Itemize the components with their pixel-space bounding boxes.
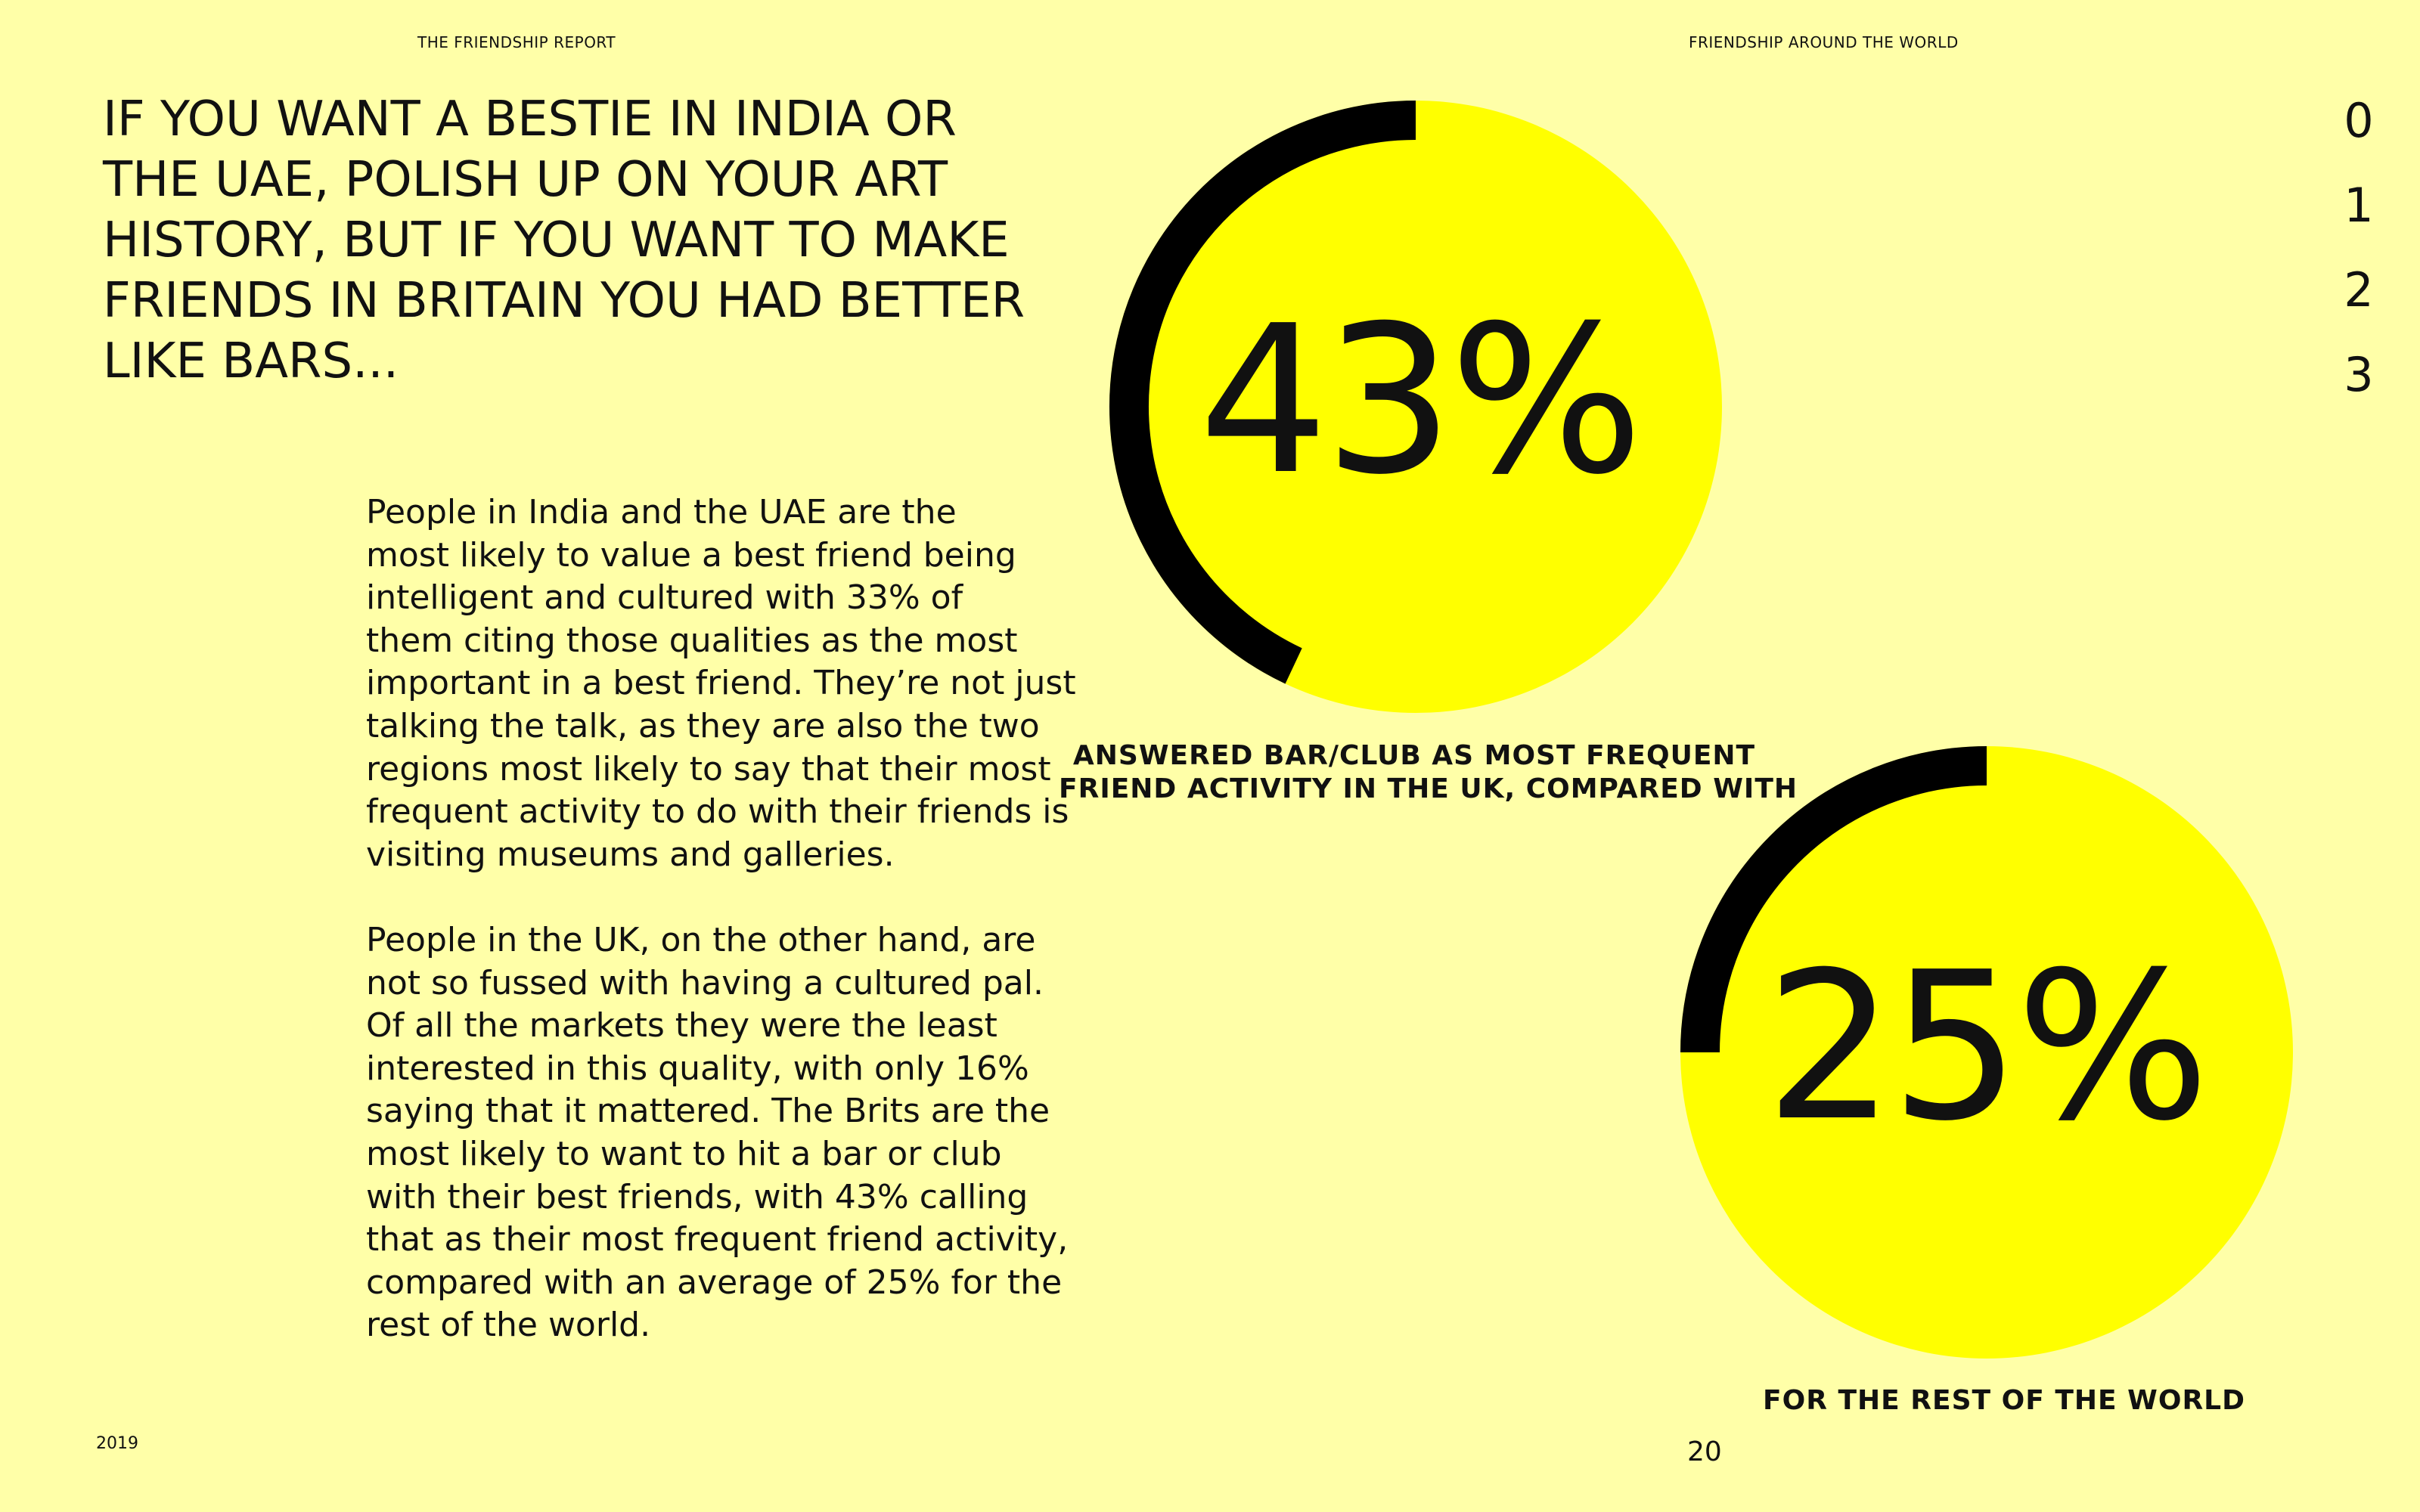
- body-line: talking the talk, as they are also the t…: [366, 706, 1040, 745]
- body-line: frequent activity to do with their frien…: [366, 792, 1069, 832]
- headline-line: FRIENDS IN BRITAIN YOU HAD BETTER: [103, 273, 1025, 329]
- body-copy: People in India and the UAE are the most…: [366, 491, 1076, 1347]
- report-title: THE FRIENDSHIP REPORT: [417, 33, 616, 51]
- chapter-nav-item-0[interactable]: 0: [2344, 93, 2374, 148]
- body-line: most likely to want to hit a bar or club: [366, 1134, 1002, 1173]
- body-line: that as their most frequent friend activ…: [366, 1220, 1069, 1259]
- headline-line: IF YOU WANT A BESTIE IN INDIA OR: [103, 91, 957, 147]
- body-line: compared with an average of 25% for the: [366, 1263, 1063, 1302]
- section-title: FRIENDSHIP AROUND THE WORLD: [1689, 33, 1959, 51]
- body-line: Of all the markets they were the least: [366, 1006, 997, 1046]
- caption-line: ANSWERED BAR/CLUB AS MOST FREQUENT: [1072, 740, 1756, 771]
- stat-caption-world: FOR THE REST OF THE WORLD: [1739, 1384, 2269, 1418]
- body-line: intelligent and cultured with 33% of: [366, 578, 963, 618]
- page-number: 20: [1687, 1436, 1722, 1467]
- stat-circle-world: [1680, 746, 2293, 1359]
- body-line: visiting museums and galleries.: [366, 835, 895, 874]
- chapter-nav-item-1[interactable]: 1: [2344, 178, 2374, 233]
- stat-caption-uk: ANSWERED BAR/CLUB AS MOST FREQUENT FRIEN…: [1059, 739, 1798, 806]
- body-line: rest of the world.: [366, 1306, 651, 1345]
- stat-arc-uk: [1109, 101, 1416, 684]
- body-line: People in the UK, on the other hand, are: [366, 920, 1036, 959]
- chapter-nav: 0 1 2 3: [2340, 91, 2378, 429]
- stat-value-uk: 43%: [1199, 281, 1643, 519]
- body-line: them citing those qualities as the most: [366, 621, 1018, 660]
- body-line: interested in this quality, with only 16…: [366, 1049, 1029, 1088]
- caption-line: FOR THE REST OF THE WORLD: [1763, 1385, 2245, 1416]
- headline-line: HISTORY, BUT IF YOU WANT TO MAKE: [103, 212, 1010, 268]
- body-line: regions most likely to say that their mo…: [366, 749, 1051, 789]
- footer-year: 2019: [96, 1434, 138, 1453]
- chapter-nav-item-3[interactable]: 3: [2344, 347, 2374, 402]
- body-line: important in a best friend. They’re not …: [366, 664, 1076, 703]
- body-line: with their best friends, with 43% callin…: [366, 1177, 1028, 1216]
- chapter-nav-item-2[interactable]: 2: [2344, 262, 2374, 318]
- body-paragraph-india-uae: People in India and the UAE are the most…: [366, 491, 1076, 876]
- stat-arc-world: [1680, 746, 1987, 1053]
- stat-circle-uk: [1109, 101, 1722, 713]
- body-line: not so fussed with having a cultured pal…: [366, 963, 1044, 1002]
- headline-line: THE UAE, POLISH UP ON YOUR ART: [103, 152, 948, 208]
- caption-line: FRIEND ACTIVITY IN THE UK, COMPARED WITH: [1059, 773, 1798, 804]
- headline-line: LIKE BARS...: [103, 333, 399, 389]
- body-paragraph-uk: People in the UK, on the other hand, are…: [366, 919, 1069, 1347]
- stat-value-world: 25%: [1765, 928, 2210, 1166]
- body-line: People in India and the UAE are the: [366, 493, 957, 531]
- headline: IF YOU WANT A BESTIE IN INDIA OR THE UAE…: [103, 89, 1086, 392]
- body-line: most likely to value a best friend being: [366, 535, 1016, 575]
- body-line: saying that it mattered. The Brits are t…: [366, 1092, 1050, 1131]
